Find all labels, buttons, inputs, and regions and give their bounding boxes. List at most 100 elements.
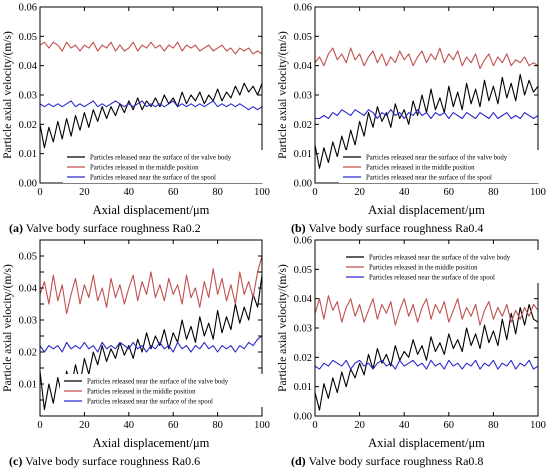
x-tick-label: 80: [212, 187, 223, 198]
y-tick-label: 0.02: [19, 120, 37, 131]
legend-label-1: Particles released near the surface of t…: [90, 154, 232, 161]
y-tick-label: 0.01: [19, 380, 37, 391]
series-line-2: [315, 47, 538, 70]
legend: Particles released near the surface of t…: [60, 374, 263, 407]
series-line-3: [40, 335, 262, 353]
legend-label-2: Particles released in the middle positio…: [87, 388, 196, 395]
legend-box: [60, 374, 263, 407]
y-tick-label: 0.02: [19, 348, 37, 359]
series-line-1: [40, 275, 262, 411]
y-tick-label: 0.04: [19, 61, 38, 72]
x-tick-label: 0: [312, 420, 317, 431]
x-tick-label: 60: [444, 187, 455, 198]
chart-panel-2: 0 20 40 60 80 100 0.00 0.01 0.02 0.03 0.04 0.05 0.06…: [277, 3, 546, 236]
caption-letter: (b): [291, 221, 306, 235]
chart-panel-4: 0 20 40 60 80 100 0.00 0.01 0.02 0.03 0.04 0.05 0.06…: [277, 236, 546, 469]
series-line-1: [40, 82, 262, 149]
series-line-3: [315, 359, 538, 370]
caption-text: Valve body surface roughness Ra0.2: [23, 221, 201, 235]
x-tick-label: 40: [399, 420, 410, 431]
legend-label-2: Particles released in the middle positio…: [369, 264, 478, 271]
y-tick-label: 0.03: [294, 324, 312, 335]
x-axis-label: Axial displacement/μm: [93, 203, 210, 217]
caption-letter: (d): [291, 454, 306, 468]
chart-panel-3: 0 20 40 60 80 100 0.01 0.02 0.03 0.04 0.05 Axial di…: [2, 239, 270, 468]
x-tick-label: 40: [124, 420, 135, 431]
legend-label-1: Particles released near the surface of t…: [369, 254, 511, 261]
legend-label-3: Particles released near the surface of t…: [87, 398, 213, 405]
series-line-3: [315, 109, 538, 120]
y-tick-label: 0.01: [19, 149, 37, 160]
y-tick-label: 0.00: [294, 412, 312, 423]
x-tick-label: 80: [488, 187, 499, 198]
legend-box: [63, 150, 263, 183]
x-tick-label: 20: [79, 420, 90, 431]
series-line-2: [40, 41, 262, 55]
y-tick-label: 0.03: [19, 91, 37, 102]
legend-label-1: Particles released near the surface of t…: [366, 154, 508, 161]
y-tick-label: 0.01: [294, 149, 312, 160]
y-tick-label: 0.06: [19, 3, 37, 14]
x-tick-label: 40: [124, 187, 135, 198]
legend-label-3: Particles released near the surface of t…: [366, 174, 492, 181]
y-tick-label: 0.01: [294, 382, 312, 393]
panel-caption: (c) Valve body surface roughness Ra0.6: [9, 454, 200, 468]
y-axis-label: Particle axial velocity/(m/s): [277, 264, 289, 392]
y-axis-label: Particle axial velocity/(m/s): [277, 31, 289, 159]
legend-box: [339, 150, 539, 183]
legend-label-1: Particles released near the surface of t…: [87, 378, 229, 385]
series-line-2: [315, 295, 538, 326]
y-tick-label: 0.02: [294, 120, 312, 131]
x-tick-label: 100: [530, 420, 546, 431]
caption-letter: (a): [9, 221, 23, 235]
x-axis-label: Axial displacement/μm: [368, 436, 485, 450]
x-axis-label: Axial displacement/μm: [93, 436, 210, 450]
caption-text: Valve body surface roughness Ra0.6: [22, 454, 200, 468]
y-axis-label: Particle axial velocity/(m/s): [2, 264, 14, 392]
x-tick-label: 60: [168, 420, 179, 431]
legend-label-3: Particles released near the surface of t…: [90, 174, 216, 181]
x-tick-label: 100: [254, 187, 270, 198]
plot-frame: [39, 239, 263, 417]
x-tick-label: 80: [212, 420, 223, 431]
caption-text: Valve body surface roughness Ra0.4: [306, 221, 484, 235]
series-line-1: [315, 303, 538, 411]
x-tick-label: 40: [399, 187, 410, 198]
chart-panel-1: 0 20 40 60 80 100 0.00 0.01 0.02 0.03 0.04 0.05 0.06…: [2, 3, 270, 236]
y-tick-label: 0.05: [19, 32, 37, 43]
y-axis-label: Particle axial velocity/(m/s): [2, 31, 14, 159]
legend: Particles released near the surface of t…: [339, 150, 539, 183]
x-tick-label: 60: [168, 187, 179, 198]
x-tick-label: 0: [37, 420, 42, 431]
y-tick-label: 0.03: [294, 91, 312, 102]
x-tick-label: 80: [488, 420, 499, 431]
y-tick-label: 0.05: [294, 32, 312, 43]
y-tick-label: 0.03: [19, 316, 37, 327]
x-tick-label: 0: [312, 187, 317, 198]
y-tick-label: 0.06: [294, 3, 312, 14]
y-tick-label: 0.00: [19, 179, 37, 190]
legend-label-2: Particles released in the middle positio…: [90, 164, 199, 171]
legend: Particles released near the surface of t…: [342, 250, 539, 283]
x-tick-label: 100: [530, 187, 546, 198]
x-tick-label: 20: [79, 187, 90, 198]
x-axis-label: Axial displacement/μm: [368, 203, 485, 217]
y-tick-label: 0.02: [294, 353, 312, 364]
y-tick-label: 0.00: [294, 179, 312, 190]
y-tick-label: 0.05: [294, 265, 312, 276]
legend-label-2: Particles released in the middle positio…: [366, 164, 475, 171]
legend-label-3: Particles released near the surface of t…: [369, 274, 495, 281]
caption-text: Valve body surface roughness Ra0.8: [306, 454, 484, 468]
panel-caption: (a) Valve body surface roughness Ra0.2: [9, 221, 201, 235]
panel-caption: (b) Valve body surface roughness Ra0.4: [291, 221, 483, 235]
y-tick-label: 0.06: [294, 236, 312, 247]
legend-box: [342, 250, 539, 283]
x-tick-label: 20: [354, 187, 365, 198]
y-tick-label: 0.04: [294, 294, 313, 305]
series-line-3: [40, 100, 262, 111]
x-tick-label: 60: [444, 420, 455, 431]
series-line-2: [40, 255, 262, 315]
y-tick-label: 0.05: [19, 252, 37, 263]
caption-letter: (c): [9, 454, 22, 468]
